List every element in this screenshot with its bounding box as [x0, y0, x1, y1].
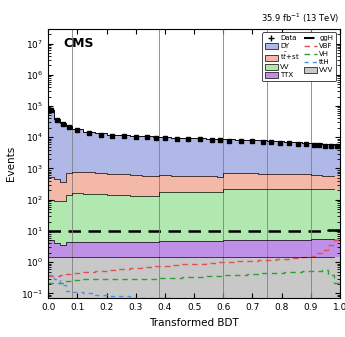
- Text: CMS: CMS: [63, 37, 93, 50]
- Y-axis label: Events: Events: [6, 146, 16, 181]
- X-axis label: Transformed BDT: Transformed BDT: [149, 318, 239, 328]
- Legend: Data, DY, t$\bar{t}$+st, VV, TTX, ggH, VBF, VH, ttH, VVV: Data, DY, t$\bar{t}$+st, VV, TTX, ggH, V…: [262, 32, 336, 81]
- Text: 35.9 fb$^{-1}$ (13 TeV): 35.9 fb$^{-1}$ (13 TeV): [262, 12, 340, 25]
